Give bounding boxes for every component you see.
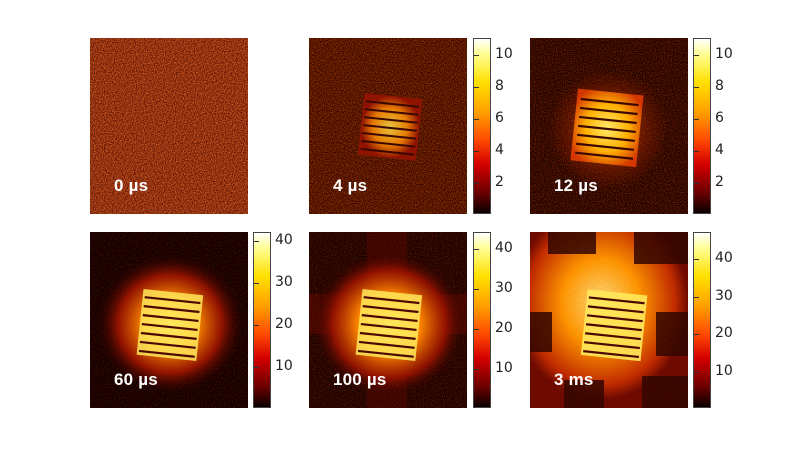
colorbar-60us xyxy=(253,232,271,408)
colorbar-tick-label: 4 xyxy=(495,142,504,158)
sample-image xyxy=(309,232,467,408)
colorbar-tick xyxy=(474,289,479,290)
colorbar-tick-label: 10 xyxy=(275,358,293,375)
sample-image xyxy=(530,232,688,408)
image-panel-3ms: 3 ms xyxy=(530,232,688,408)
colorbar-tick xyxy=(474,183,479,184)
colorbar-tick-label: 8 xyxy=(495,78,504,94)
colorbar-tick-label: 20 xyxy=(495,320,513,336)
colorbar-tick-label: 6 xyxy=(495,110,504,126)
colorbar-tick xyxy=(474,119,479,120)
colorbar-tick-label: 20 xyxy=(715,325,733,342)
colorbar-tick-label: 30 xyxy=(495,280,513,296)
colorbar-tick-label: 30 xyxy=(715,287,733,304)
colorbar-tick-label: 40 xyxy=(495,240,513,256)
image-panel-100us: 100 µs xyxy=(309,232,467,408)
colorbar-tick-label: 8 xyxy=(715,78,724,94)
colorbar-12us xyxy=(693,38,711,214)
colorbar-tick xyxy=(694,87,699,88)
colorbar-tick-label: 2 xyxy=(715,174,724,190)
image-panel-0us: 0 µs xyxy=(90,38,248,214)
colorbar-tick xyxy=(254,283,259,285)
colorbar-4us xyxy=(473,38,491,214)
image-panel-4us: 4 µs xyxy=(309,38,467,214)
colorbar-tick xyxy=(254,367,259,369)
colorbar-tick-label: 6 xyxy=(715,110,724,126)
colorbar-tick-label: 10 xyxy=(715,46,733,62)
colorbar-tick-label: 10 xyxy=(715,362,733,379)
colorbar-tick xyxy=(694,334,699,336)
colorbar-tick xyxy=(694,55,699,56)
colorbar-tick-label: 20 xyxy=(275,316,293,333)
colorbar-tick-label: 40 xyxy=(275,232,293,249)
noise-image xyxy=(90,38,248,214)
colorbar-tick xyxy=(254,325,259,327)
colorbar-tick-label: 10 xyxy=(495,46,513,62)
image-panel-12us: 12 µs xyxy=(530,38,688,214)
colorbar-tick xyxy=(474,249,479,250)
colorbar-tick xyxy=(694,259,699,261)
colorbar-tick-label: 30 xyxy=(275,274,293,291)
sample-image xyxy=(90,232,248,408)
colorbar-tick xyxy=(474,55,479,56)
colorbar-tick xyxy=(694,371,699,373)
sample-image xyxy=(309,38,467,214)
colorbar-tick xyxy=(474,329,479,330)
colorbar-tick xyxy=(694,119,699,120)
colorbar-tick xyxy=(694,296,699,298)
colorbar-tick xyxy=(254,241,259,243)
colorbar-3ms xyxy=(693,232,711,408)
time-label: 0 µs xyxy=(114,176,149,195)
sample-image xyxy=(530,38,688,214)
time-label: 60 µs xyxy=(114,370,158,389)
colorbar-tick xyxy=(694,151,699,152)
time-label: 3 ms xyxy=(554,370,594,389)
colorbar-tick xyxy=(474,151,479,152)
colorbar-100us xyxy=(473,232,491,408)
time-label: 4 µs xyxy=(333,176,368,195)
colorbar-tick xyxy=(474,369,479,370)
colorbar-tick-label: 2 xyxy=(495,174,504,190)
time-label: 12 µs xyxy=(554,176,598,195)
colorbar-tick xyxy=(474,87,479,88)
time-label: 100 µs xyxy=(333,370,387,389)
colorbar-tick-label: 10 xyxy=(495,360,513,376)
colorbar-tick-label: 40 xyxy=(715,250,733,267)
colorbar-tick xyxy=(694,183,699,184)
colorbar-tick-label: 4 xyxy=(715,142,724,158)
image-panel-60us: 60 µs xyxy=(90,232,248,408)
